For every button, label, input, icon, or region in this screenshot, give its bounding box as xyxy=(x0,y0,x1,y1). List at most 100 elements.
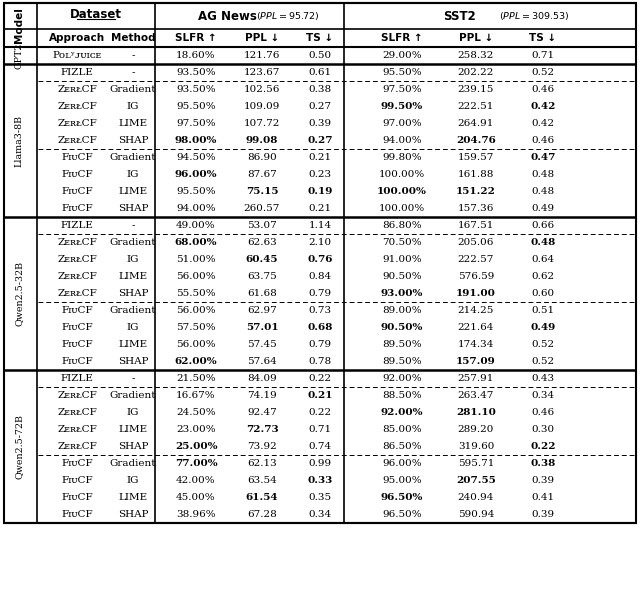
Text: Gradient: Gradient xyxy=(109,391,156,400)
Text: FIZLE: FIZLE xyxy=(61,374,93,383)
Text: 202.22: 202.22 xyxy=(458,68,494,77)
Text: LIME: LIME xyxy=(118,493,148,502)
Text: FɪᴜCF: FɪᴜCF xyxy=(61,340,93,349)
Text: 0.21: 0.21 xyxy=(308,204,332,213)
Text: SST2: SST2 xyxy=(444,10,476,23)
Text: 263.47: 263.47 xyxy=(458,391,494,400)
Text: 123.67: 123.67 xyxy=(244,68,280,77)
Text: IG: IG xyxy=(127,476,140,485)
Text: 0.68: 0.68 xyxy=(307,323,333,332)
Text: 0.38: 0.38 xyxy=(308,85,332,94)
Text: 99.08: 99.08 xyxy=(246,136,278,145)
Text: 99.50%: 99.50% xyxy=(381,102,423,111)
Text: 0.22: 0.22 xyxy=(531,442,556,451)
Text: 107.72: 107.72 xyxy=(244,119,280,128)
Text: 91.00%: 91.00% xyxy=(382,255,422,264)
Text: 0.48: 0.48 xyxy=(531,170,555,179)
Text: 93.50%: 93.50% xyxy=(176,68,216,77)
Text: 258.32: 258.32 xyxy=(458,51,494,60)
Text: 0.34: 0.34 xyxy=(531,391,555,400)
Text: 151.22: 151.22 xyxy=(456,187,496,196)
Text: 590.94: 590.94 xyxy=(458,510,494,519)
Text: Llama3-8B: Llama3-8B xyxy=(15,115,24,166)
Text: 96.50%: 96.50% xyxy=(382,510,422,519)
Text: 96.00%: 96.00% xyxy=(382,459,422,468)
Text: 157.36: 157.36 xyxy=(458,204,494,213)
Text: 68.00%: 68.00% xyxy=(175,238,217,247)
Text: 204.76: 204.76 xyxy=(456,136,496,145)
Text: 0.71: 0.71 xyxy=(308,425,332,434)
Text: 0.33: 0.33 xyxy=(307,476,333,485)
Text: TS ↓: TS ↓ xyxy=(529,33,557,43)
Text: ZᴇʀᴌCF: ZᴇʀᴌCF xyxy=(57,102,97,111)
Text: 109.09: 109.09 xyxy=(244,102,280,111)
Text: AG News: AG News xyxy=(198,10,257,23)
Text: 49.00%: 49.00% xyxy=(176,221,216,230)
Text: 92.47: 92.47 xyxy=(247,408,277,417)
Text: FIZLE: FIZLE xyxy=(61,221,93,230)
Text: 159.57: 159.57 xyxy=(458,153,494,162)
Text: 102.56: 102.56 xyxy=(244,85,280,94)
Text: 0.43: 0.43 xyxy=(531,374,555,383)
Text: 51.00%: 51.00% xyxy=(176,255,216,264)
Text: 98.00%: 98.00% xyxy=(175,136,217,145)
Text: 576.59: 576.59 xyxy=(458,272,494,281)
Text: 84.09: 84.09 xyxy=(247,374,277,383)
Text: FɪᴜCF: FɪᴜCF xyxy=(61,187,93,196)
Text: 86.50%: 86.50% xyxy=(382,442,422,451)
Text: 0.21: 0.21 xyxy=(308,153,332,162)
Text: 0.60: 0.60 xyxy=(531,289,555,298)
Text: Qwen2.5-32B: Qwen2.5-32B xyxy=(15,261,24,326)
Text: 222.51: 222.51 xyxy=(458,102,494,111)
Text: 95.50%: 95.50% xyxy=(176,187,216,196)
Text: -: - xyxy=(131,51,135,60)
Text: 94.50%: 94.50% xyxy=(176,153,216,162)
Text: SHAP: SHAP xyxy=(118,510,148,519)
Text: 16.67%: 16.67% xyxy=(176,391,216,400)
Text: 264.91: 264.91 xyxy=(458,119,494,128)
Text: 97.50%: 97.50% xyxy=(176,119,216,128)
Text: SHAP: SHAP xyxy=(118,357,148,366)
Text: 281.10: 281.10 xyxy=(456,408,496,417)
Text: 157.09: 157.09 xyxy=(456,357,496,366)
Text: SLFR ↑: SLFR ↑ xyxy=(175,33,217,43)
Text: 240.94: 240.94 xyxy=(458,493,494,502)
Text: 89.50%: 89.50% xyxy=(382,340,422,349)
Text: 62.63: 62.63 xyxy=(247,238,277,247)
Text: 60.45: 60.45 xyxy=(246,255,278,264)
Text: ZᴇʀᴌCF: ZᴇʀᴌCF xyxy=(57,255,97,264)
Text: 0.73: 0.73 xyxy=(308,306,332,315)
Text: 221.64: 221.64 xyxy=(458,323,494,332)
Text: 0.66: 0.66 xyxy=(531,221,555,230)
Text: 0.71: 0.71 xyxy=(531,51,555,60)
Text: 73.92: 73.92 xyxy=(247,442,277,451)
Text: 205.06: 205.06 xyxy=(458,238,494,247)
Text: 57.64: 57.64 xyxy=(247,357,277,366)
Text: $(PPL = 309.53)$: $(PPL = 309.53)$ xyxy=(499,10,569,22)
Text: Method: Method xyxy=(111,33,156,43)
Text: Dataset: Dataset xyxy=(70,8,122,21)
Text: Approach: Approach xyxy=(49,33,105,43)
Text: Gradient: Gradient xyxy=(109,238,156,247)
Text: SLFR ↑: SLFR ↑ xyxy=(381,33,423,43)
Text: 0.39: 0.39 xyxy=(531,476,555,485)
Text: GPT2: GPT2 xyxy=(15,42,24,69)
Text: FɪᴜCF: FɪᴜCF xyxy=(61,510,93,519)
Text: 174.34: 174.34 xyxy=(458,340,494,349)
Text: 95.50%: 95.50% xyxy=(382,68,422,77)
Text: 0.23: 0.23 xyxy=(308,170,332,179)
Text: 94.00%: 94.00% xyxy=(176,204,216,213)
Text: LIME: LIME xyxy=(118,119,148,128)
Text: IG: IG xyxy=(127,408,140,417)
Text: Gradient: Gradient xyxy=(109,459,156,468)
Text: 55.50%: 55.50% xyxy=(176,289,216,298)
Text: 25.00%: 25.00% xyxy=(175,442,217,451)
Text: 121.76: 121.76 xyxy=(244,51,280,60)
Text: 63.54: 63.54 xyxy=(247,476,277,485)
Text: 92.00%: 92.00% xyxy=(381,408,423,417)
Text: 24.50%: 24.50% xyxy=(176,408,216,417)
Text: 94.00%: 94.00% xyxy=(382,136,422,145)
Text: 0.38: 0.38 xyxy=(531,459,556,468)
Text: 87.67: 87.67 xyxy=(247,170,277,179)
Text: IG: IG xyxy=(127,170,140,179)
